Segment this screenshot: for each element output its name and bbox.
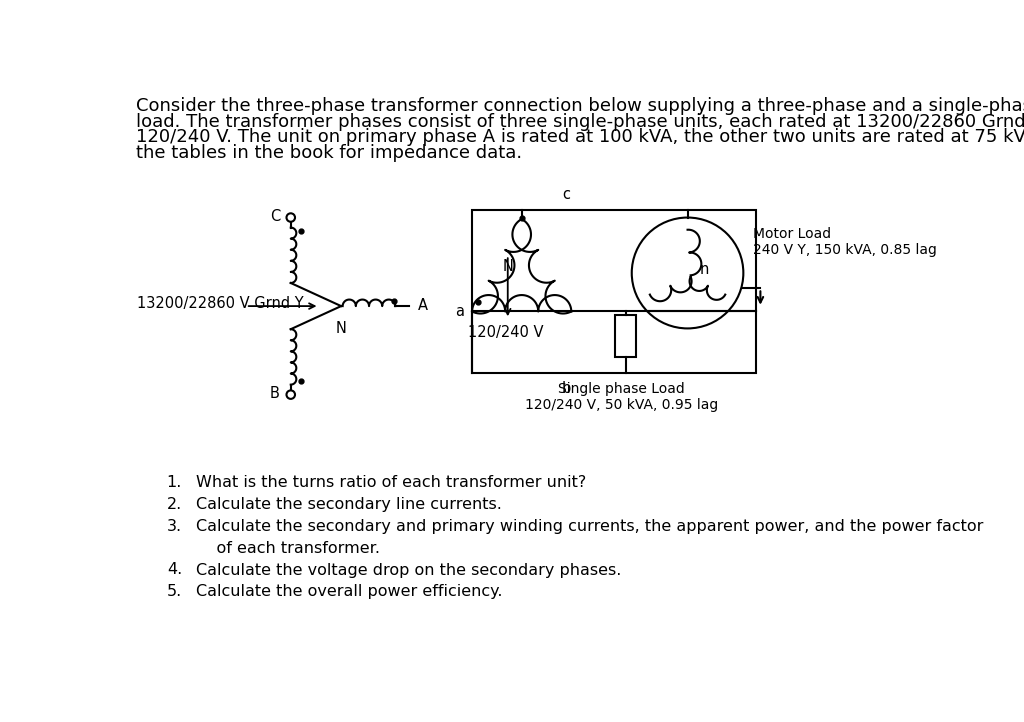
- Text: 120/240 V: 120/240 V: [468, 326, 544, 340]
- Text: Motor Load
240 V Y, 150 kVA, 0.85 lag: Motor Load 240 V Y, 150 kVA, 0.85 lag: [753, 227, 937, 257]
- Text: What is the turns ratio of each transformer unit?: What is the turns ratio of each transfor…: [197, 475, 587, 490]
- Text: load. The transformer phases consist of three single-phase units, each rated at : load. The transformer phases consist of …: [136, 113, 1024, 131]
- Text: 1.: 1.: [167, 475, 182, 490]
- Text: of each transformer.: of each transformer.: [197, 541, 380, 555]
- Text: N: N: [336, 321, 346, 336]
- Bar: [615, 315, 636, 357]
- Text: the tables in the book for impedance data.: the tables in the book for impedance dat…: [136, 144, 522, 162]
- Text: 120/240 V. The unit on primary phase A is rated at 100 kVA, the other two units : 120/240 V. The unit on primary phase A i…: [136, 129, 1024, 147]
- Text: A: A: [418, 297, 428, 313]
- Text: B: B: [270, 386, 280, 401]
- Text: c: c: [562, 187, 570, 202]
- Text: 2.: 2.: [167, 497, 182, 512]
- Text: C: C: [269, 209, 280, 225]
- Text: 13200/22860 V Grnd Y: 13200/22860 V Grnd Y: [137, 296, 304, 311]
- Text: Calculate the overall power efficiency.: Calculate the overall power efficiency.: [197, 584, 503, 599]
- Text: n: n: [700, 261, 710, 277]
- Bar: [472, 210, 756, 373]
- Text: b: b: [561, 380, 570, 396]
- Text: a: a: [456, 304, 464, 319]
- Text: 5.: 5.: [167, 584, 182, 599]
- Text: 4.: 4.: [167, 562, 182, 578]
- Text: Calculate the secondary line currents.: Calculate the secondary line currents.: [197, 497, 502, 512]
- Text: N: N: [503, 259, 513, 274]
- Text: Calculate the secondary and primary winding currents, the apparent power, and th: Calculate the secondary and primary wind…: [197, 518, 984, 534]
- Text: Calculate the voltage drop on the secondary phases.: Calculate the voltage drop on the second…: [197, 562, 622, 578]
- Text: 3.: 3.: [167, 518, 182, 534]
- Text: 120/240 V, 50 kVA, 0.95 lag: 120/240 V, 50 kVA, 0.95 lag: [525, 398, 718, 412]
- Text: Single phase Load: Single phase Load: [558, 383, 685, 396]
- Text: Consider the three-phase transformer connection below supplying a three-phase an: Consider the three-phase transformer con…: [136, 97, 1024, 116]
